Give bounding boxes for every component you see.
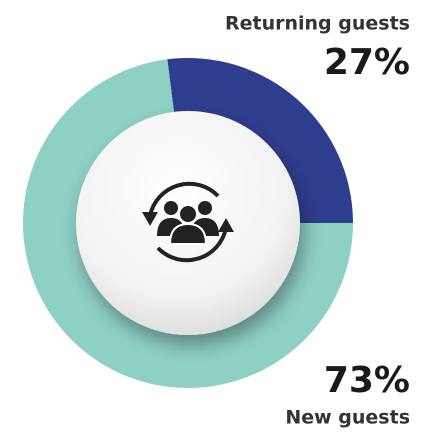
guests-icon [142, 181, 234, 263]
donut-slice [22, 59, 354, 388]
legend-label: Returning guests [225, 13, 410, 35]
legend-label: New guests [285, 407, 410, 429]
value-label: 73% [324, 360, 410, 401]
value-label: 27% [324, 42, 410, 83]
